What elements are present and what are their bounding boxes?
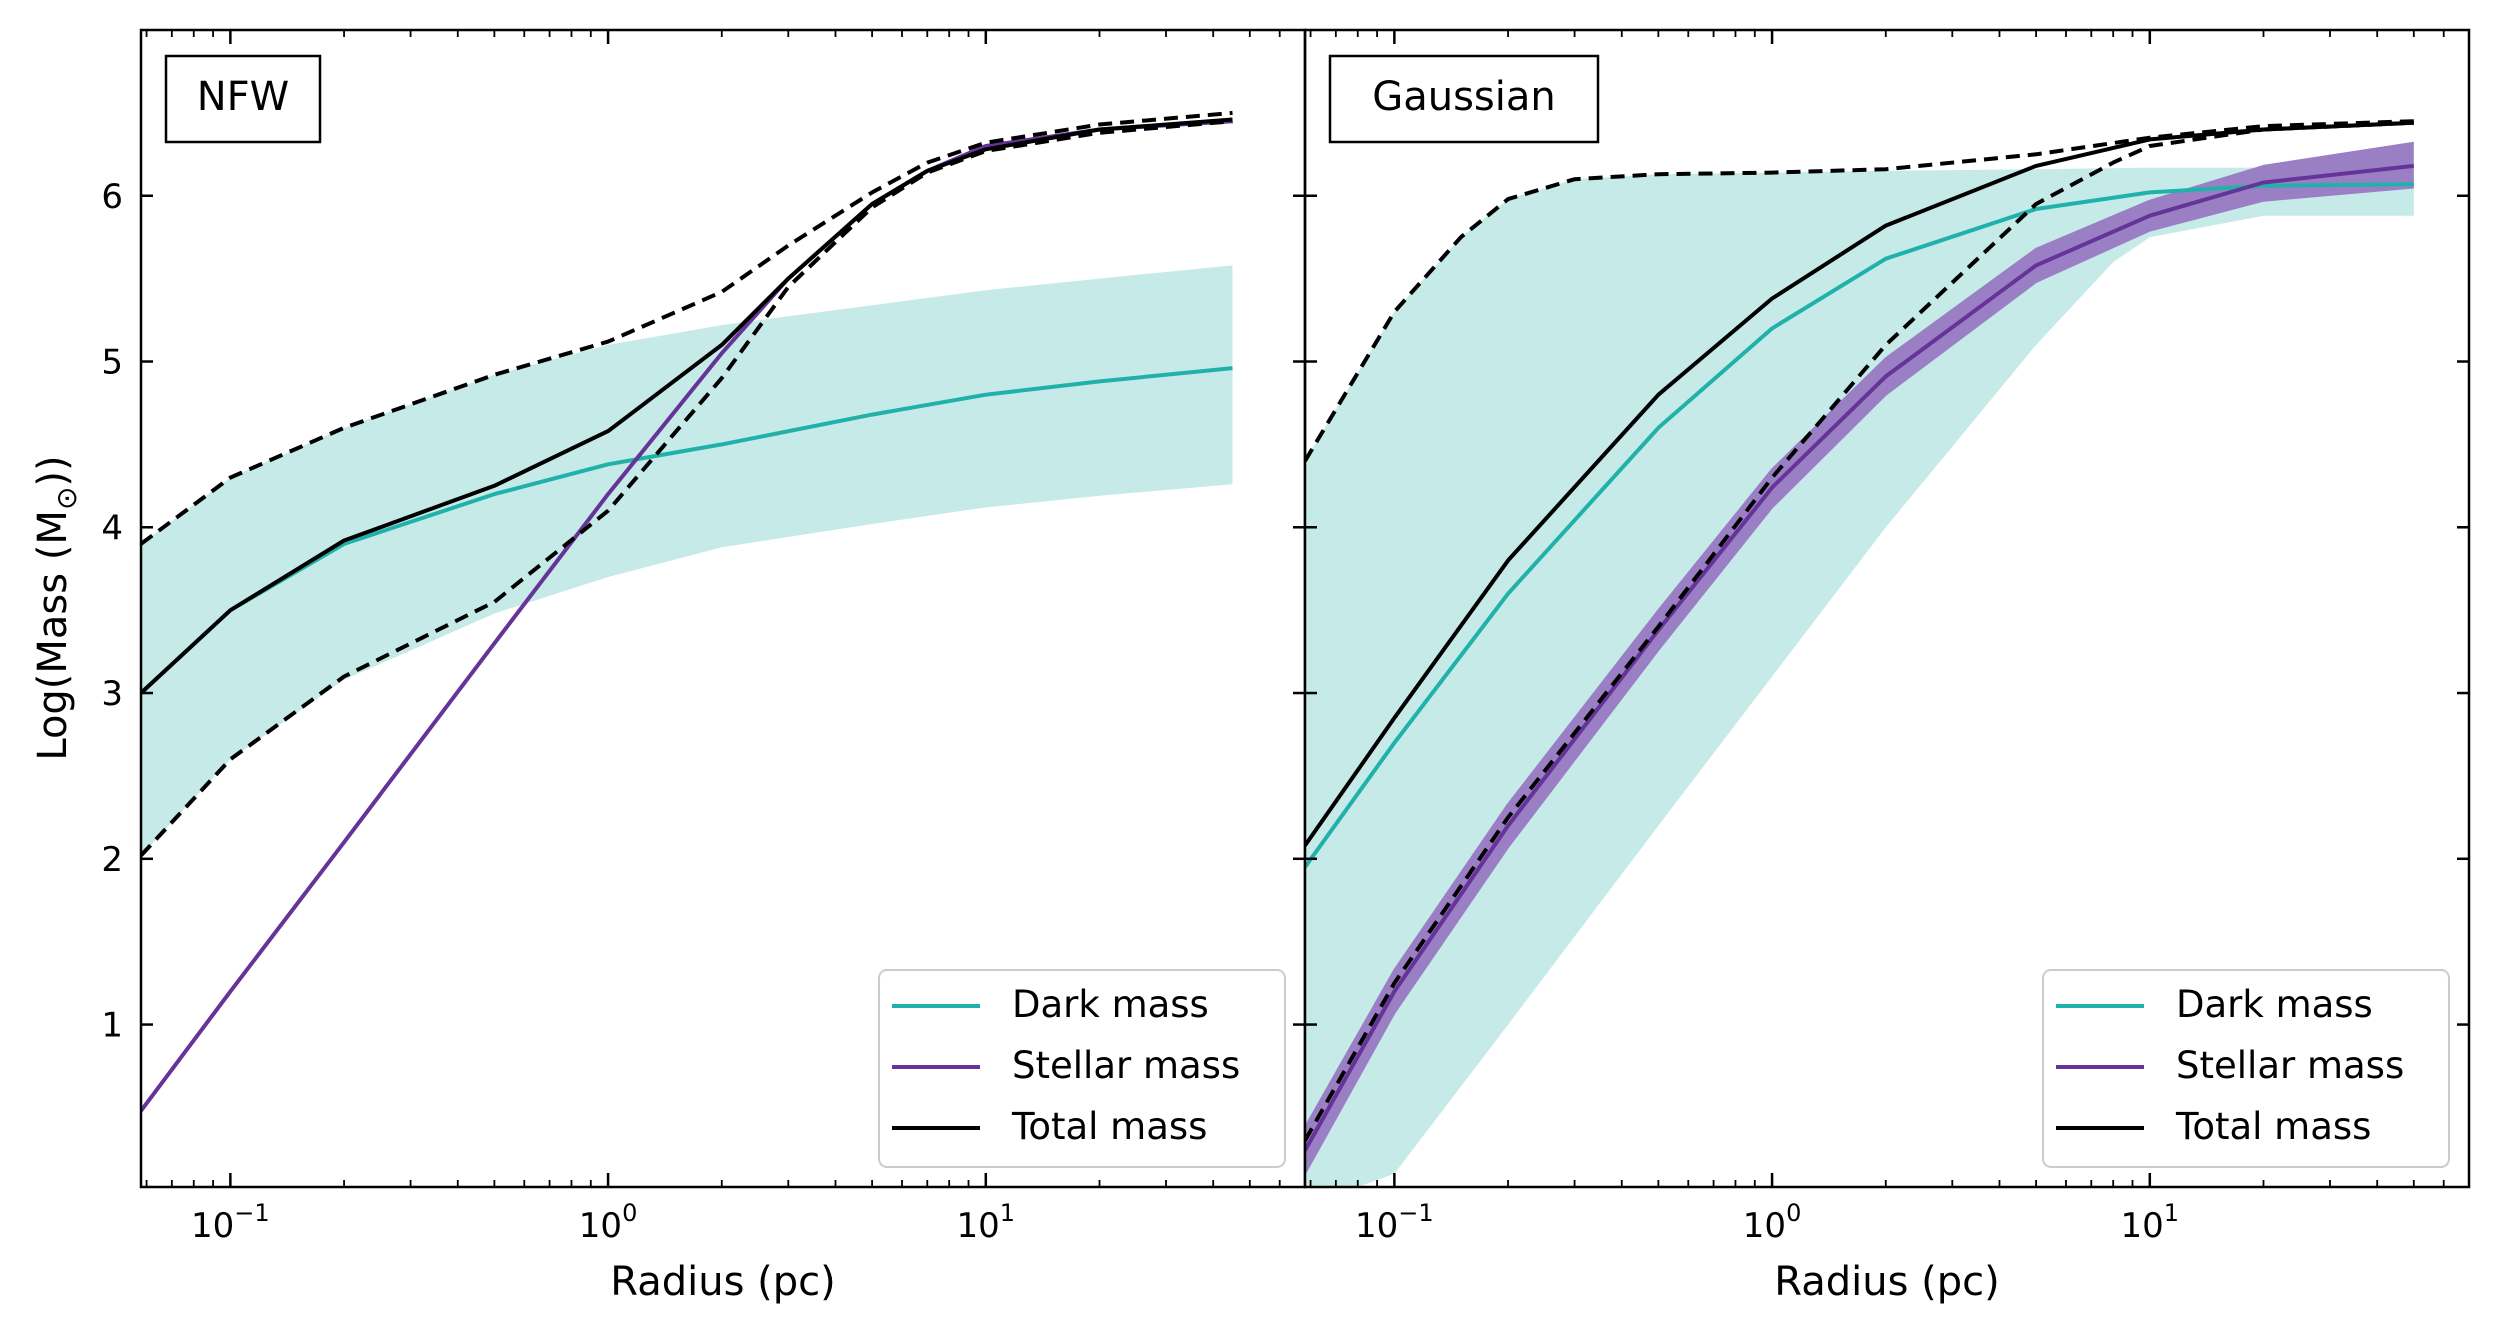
y-tick-label: 4 xyxy=(101,508,123,548)
gaussian-panel: 10−1 100 101 Gaussian Radius (pc) Dark mas… xyxy=(1303,28,2471,1305)
stellar-band-edge-upper xyxy=(1305,141,2414,1128)
svg-text:Gaussian: Gaussian xyxy=(1372,74,1556,120)
x-tick-label: 101 xyxy=(957,1199,1016,1246)
nfw-x-axis-label: Radius (pc) xyxy=(610,1259,835,1305)
y-tick-label: 6 xyxy=(101,177,123,217)
stellar-mass-line xyxy=(1305,163,2415,1152)
gaussian-x-axis-label: Radius (pc) xyxy=(1774,1259,1999,1305)
x-tick-label: 100 xyxy=(1743,1199,1802,1246)
x-tick-label: 10−1 xyxy=(191,1199,270,1246)
legend-dark-mass-label: Dark mass xyxy=(2176,983,2373,1026)
legend-stellar-mass-label: Stellar mass xyxy=(2176,1044,2404,1087)
stellar-mass-line xyxy=(141,119,1233,1112)
y-axis-label: Log(Mass (M⊙)) xyxy=(30,455,83,760)
nfw-panel-label: NFW xyxy=(164,54,322,144)
stellar-band-edge-lower xyxy=(1305,186,2414,1175)
total-mass-upper-dashed xyxy=(1305,119,2414,463)
gaussian-legend: Dark mass Stellar mass Total mass xyxy=(2042,969,2450,1168)
dark-mass-line xyxy=(1305,182,2414,869)
y-tick-label: 5 xyxy=(101,343,123,383)
svg-text:NFW: NFW xyxy=(197,74,289,120)
y-tick-label: 1 xyxy=(101,1006,123,1046)
dark-mass-band xyxy=(141,265,1233,856)
x-tick-label: 10−1 xyxy=(1355,1199,1434,1246)
x-tick-label: 100 xyxy=(579,1199,638,1246)
gaussian-panel-label: Gaussian xyxy=(1328,54,1600,144)
nfw-legend: Dark mass Stellar mass Total mass xyxy=(878,969,1286,1168)
legend-dark-mass-label: Dark mass xyxy=(1012,983,1209,1026)
gaussian-axes-frame xyxy=(1303,28,2471,1189)
nfw-panel: 1 2 3 4 5 6 10−1 100 101 NFW Radius (pc) Dark ma… xyxy=(101,28,1307,1305)
y-tick-label: 3 xyxy=(101,674,123,714)
total-mass-line xyxy=(1305,120,2414,847)
total-mass-lower-dashed xyxy=(1305,120,2414,1142)
total-mass-lower-dashed xyxy=(141,119,1233,857)
y-tick-label: 2 xyxy=(101,840,123,880)
legend-total-mass-label: Total mass xyxy=(1011,1105,1207,1148)
dark-mass-band xyxy=(1305,167,2414,1187)
x-tick-label: 101 xyxy=(2121,1199,2180,1246)
legend-stellar-mass-label: Stellar mass xyxy=(1012,1044,1240,1087)
legend-total-mass-label: Total mass xyxy=(2175,1105,2371,1148)
